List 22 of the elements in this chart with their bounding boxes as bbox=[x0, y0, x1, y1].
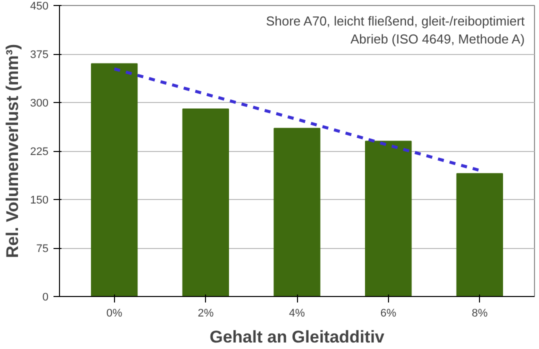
annotation: Shore A70, leicht fließend, gleit-/reiboptimiert bbox=[266, 14, 526, 28]
bar bbox=[365, 140, 412, 296]
y-tick-label: 0 bbox=[42, 292, 49, 304]
annotation: Abrieb (ISO 4649, Methode A) bbox=[350, 32, 525, 46]
x-tick-label: 4% bbox=[289, 308, 306, 320]
line-series bbox=[112, 67, 482, 172]
y-axis-title: Rel. Volumenverlust (mm³) bbox=[3, 44, 22, 258]
x-tick-label: 8% bbox=[472, 308, 488, 320]
x-tick-label: 6% bbox=[380, 308, 397, 320]
bar bbox=[182, 108, 229, 296]
bar bbox=[456, 173, 504, 296]
bar bbox=[274, 128, 320, 296]
x-tick-label: 0% bbox=[106, 308, 122, 320]
y-tick-label: 300 bbox=[30, 98, 49, 110]
y-tick-label: 450 bbox=[30, 0, 49, 12]
y-tick-label: 225 bbox=[30, 146, 49, 158]
bar bbox=[90, 63, 138, 296]
y-tick-label: 150 bbox=[30, 194, 49, 206]
x-tick-label: 2% bbox=[198, 308, 214, 320]
y-tick-label: 75 bbox=[36, 243, 49, 255]
y-tick-label: 375 bbox=[30, 49, 49, 61]
x-axis-title: Gehalt an Gleitadditiv bbox=[210, 328, 385, 346]
